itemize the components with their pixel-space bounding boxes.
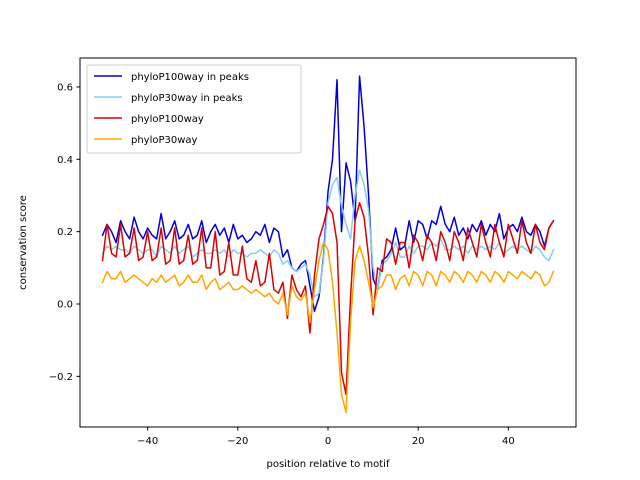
x-tick-label: −20 bbox=[227, 436, 248, 447]
legend: phyloP100way in peaks phyloP30way in peak… bbox=[86, 64, 302, 154]
series-layer bbox=[101, 75, 555, 414]
y-tick-label: 0.6 bbox=[57, 82, 73, 93]
x-tick-label: 0 bbox=[325, 436, 331, 447]
x-axis-label: position relative to motif bbox=[267, 459, 390, 470]
y-tick-label: 0.4 bbox=[57, 155, 73, 166]
y-tick-label: 0.0 bbox=[57, 300, 73, 311]
series-line-1 bbox=[101, 75, 555, 312]
legend-label-4: phyloP30way bbox=[131, 135, 198, 146]
legend-label-2: phyloP30way in peaks bbox=[131, 93, 243, 104]
y-axis-label: conservation score bbox=[18, 195, 29, 290]
x-tick-label: −40 bbox=[137, 436, 158, 447]
legend-label-1: phyloP100way in peaks bbox=[131, 72, 249, 83]
ticks-layer: −40 −20 0 20 40 −0.2 0.0 0.2 0.4 0.6 bbox=[49, 82, 515, 447]
y-tick-label: −0.2 bbox=[49, 372, 73, 383]
x-tick-label: 20 bbox=[412, 436, 425, 447]
y-tick-label: 0.2 bbox=[57, 227, 73, 238]
legend-box bbox=[86, 64, 302, 154]
legend-label-3: phyloP100way bbox=[131, 114, 204, 125]
x-tick-label: 40 bbox=[502, 436, 515, 447]
series-line-3 bbox=[101, 201, 555, 396]
series-line-4 bbox=[101, 241, 555, 414]
